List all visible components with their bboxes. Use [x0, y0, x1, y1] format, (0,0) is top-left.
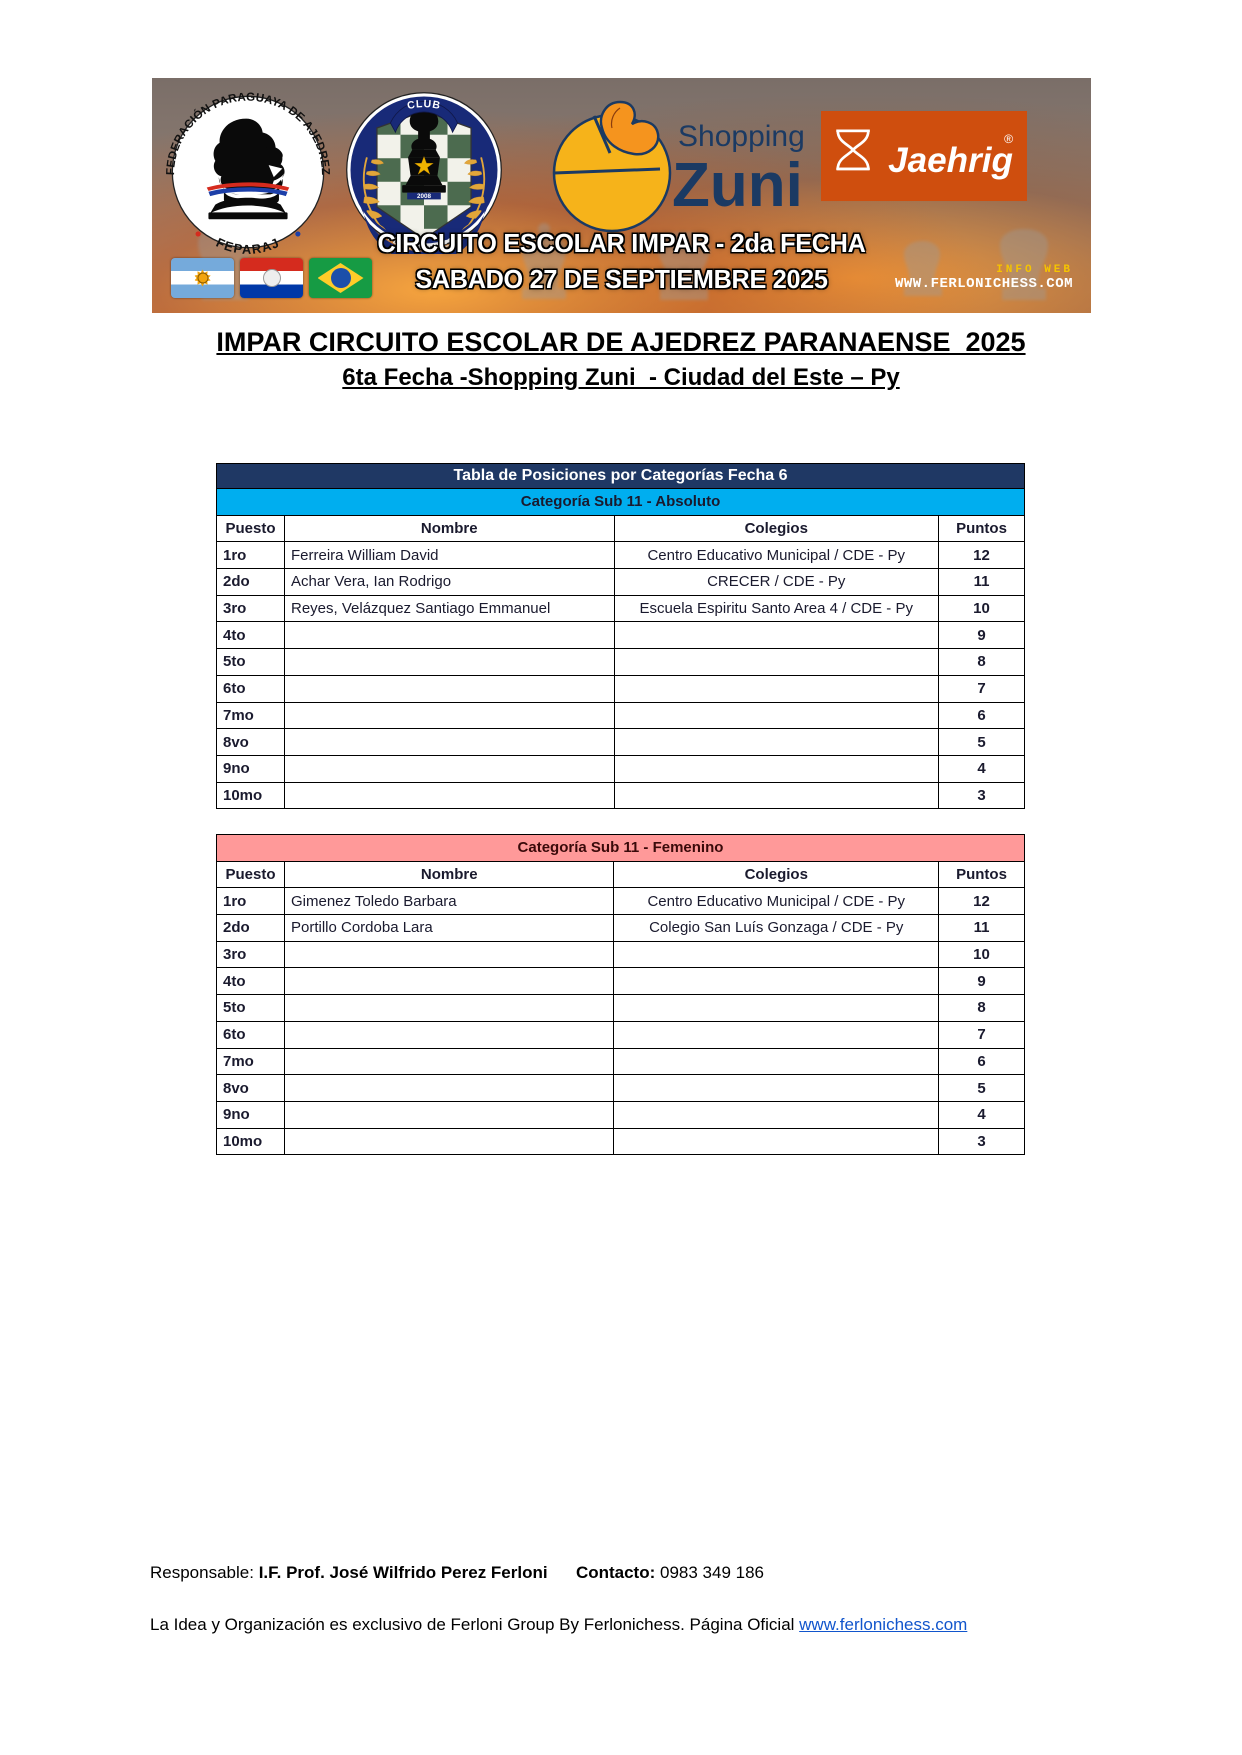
svg-text:CLUB: CLUB [406, 98, 442, 112]
svg-text:Shopping: Shopping [678, 120, 805, 153]
svg-text:®: ® [1004, 132, 1013, 146]
svg-text:Zuni: Zuni [672, 151, 803, 220]
svg-text:2008: 2008 [417, 193, 432, 200]
svg-text:Jaehrig: Jaehrig [888, 141, 1013, 180]
